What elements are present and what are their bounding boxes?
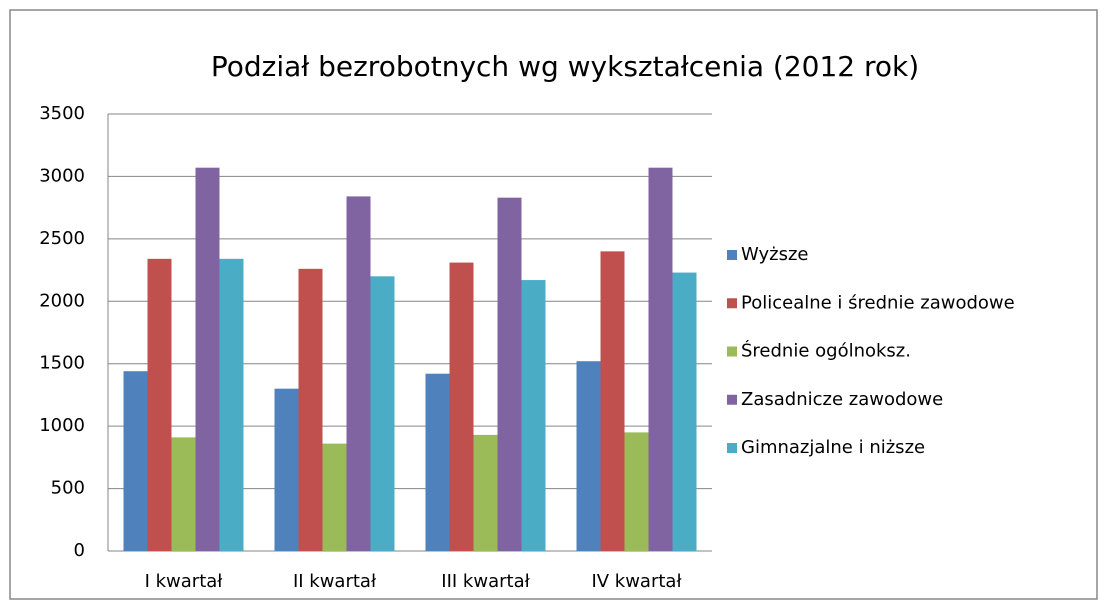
- legend-swatch: [727, 443, 737, 453]
- chart-title: Podział bezrobotnych wg wykształcenia (2…: [211, 50, 919, 83]
- x-tick-label: IV kwartał: [591, 571, 682, 592]
- y-tick-label: 2500: [39, 228, 85, 249]
- legend-label: Zasadnicze zawodowe: [741, 389, 943, 410]
- bar: [147, 258, 172, 551]
- bar: [648, 167, 673, 551]
- bar: [521, 280, 546, 551]
- y-tick-label: 1000: [39, 415, 85, 436]
- legend-label: Średnie ogólnoksz.: [741, 340, 911, 362]
- bar: [473, 434, 498, 551]
- bar: [123, 371, 148, 551]
- bar: [322, 443, 347, 551]
- y-tick-label: 3000: [39, 165, 85, 186]
- legend-label: Policealne i średnie zawodowe: [741, 292, 1015, 313]
- bar: [171, 437, 196, 551]
- x-tick-label: II kwartał: [293, 571, 377, 592]
- legend-swatch: [727, 250, 737, 260]
- bar: [298, 268, 323, 551]
- bar: [274, 388, 299, 551]
- legend-label: Gimnazjalne i niższe: [741, 437, 925, 458]
- bar: [624, 432, 649, 551]
- y-tick-label: 500: [51, 478, 85, 499]
- bar: [600, 251, 625, 552]
- legend-swatch: [727, 346, 737, 357]
- y-tick-label: 3500: [39, 103, 85, 124]
- bar: [370, 276, 395, 551]
- bar: [672, 272, 697, 551]
- bar: [346, 196, 371, 552]
- bar: [219, 258, 244, 551]
- y-tick-label: 2000: [39, 290, 85, 311]
- bar: [449, 262, 474, 551]
- bar: [576, 361, 601, 551]
- y-tick-label: 1500: [39, 353, 85, 374]
- y-tick-label: 0: [74, 540, 85, 561]
- bar: [497, 197, 522, 551]
- x-tick-label: I kwartał: [145, 571, 224, 592]
- legend-swatch: [727, 394, 737, 405]
- bar: [195, 167, 220, 551]
- x-tick-label: III kwartał: [441, 571, 530, 592]
- bar: [425, 373, 450, 551]
- legend-label: Wyższe: [741, 244, 808, 265]
- legend-swatch: [727, 298, 737, 309]
